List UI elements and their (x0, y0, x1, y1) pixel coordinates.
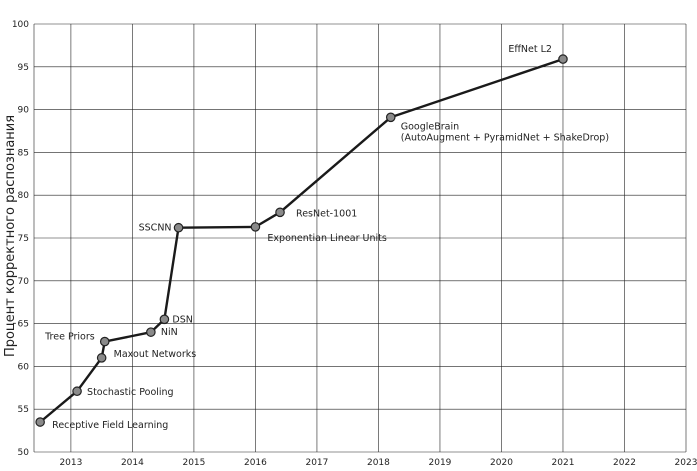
data-point (173, 222, 184, 233)
x-tick-label: 2021 (552, 458, 575, 468)
x-tick-label: 2013 (59, 458, 82, 468)
point-label: Tree Priors (44, 332, 95, 343)
x-tick-label: 2018 (367, 458, 390, 468)
point-label: EffNet L2 (508, 44, 552, 55)
data-point (96, 353, 107, 363)
y-tick-label: 50 (18, 448, 30, 458)
x-tick-label: 2015 (182, 458, 205, 468)
point-label: DSN (172, 314, 192, 325)
x-tick-label: 2014 (121, 458, 144, 468)
y-tick-label: 100 (12, 20, 29, 30)
point-label: ResNet-1001 (296, 208, 357, 219)
y-tick-label: 90 (18, 106, 30, 116)
data-point (99, 336, 110, 347)
x-tick-label: 2019 (429, 458, 452, 468)
point-label: Stochastic Pooling (87, 387, 174, 398)
data-point (35, 417, 45, 427)
point-label: Exponentian Linear Units (267, 233, 386, 244)
point-label: SSCNN (139, 223, 172, 234)
x-tick-label: 2022 (613, 458, 636, 468)
y-tick-label: 85 (18, 148, 29, 158)
x-tick-label: 2016 (244, 458, 267, 468)
point-label: Maxout Networks (114, 349, 197, 360)
y-tick-label: 55 (18, 405, 29, 415)
data-points (35, 54, 568, 427)
tick-labels: 50 55 60 65 70 75 80 85 90 95 100 2013 2014 2015 2016 2… (12, 20, 697, 468)
y-tick-label: 80 (18, 191, 30, 201)
y-tick-label: 75 (18, 234, 29, 244)
data-point (146, 327, 156, 337)
data-point (275, 207, 285, 218)
point-labels: Receptive Field Learning Stochastic Pooli… (44, 44, 609, 431)
point-label: NiN (161, 327, 178, 338)
data-point (385, 112, 396, 123)
x-tick-label: 2020 (490, 458, 513, 468)
data-point (159, 314, 170, 325)
data-point (250, 222, 261, 232)
point-label: Receptive Field Learning (52, 420, 168, 431)
y-tick-label: 70 (18, 277, 30, 287)
data-point (558, 54, 568, 64)
point-label: GoogleBrain (AutoAugment + PyramidNet + S… (401, 121, 609, 143)
data-point (72, 386, 82, 397)
y-tick-label: 60 (18, 362, 30, 372)
x-tick-label: 2017 (305, 458, 328, 468)
y-tick-label: 95 (18, 63, 29, 73)
x-tick-label: 2023 (675, 458, 697, 468)
y-tick-label: 65 (18, 320, 29, 330)
grid (33, 23, 687, 453)
y-axis-label: Процент корректного распознания (3, 115, 18, 357)
